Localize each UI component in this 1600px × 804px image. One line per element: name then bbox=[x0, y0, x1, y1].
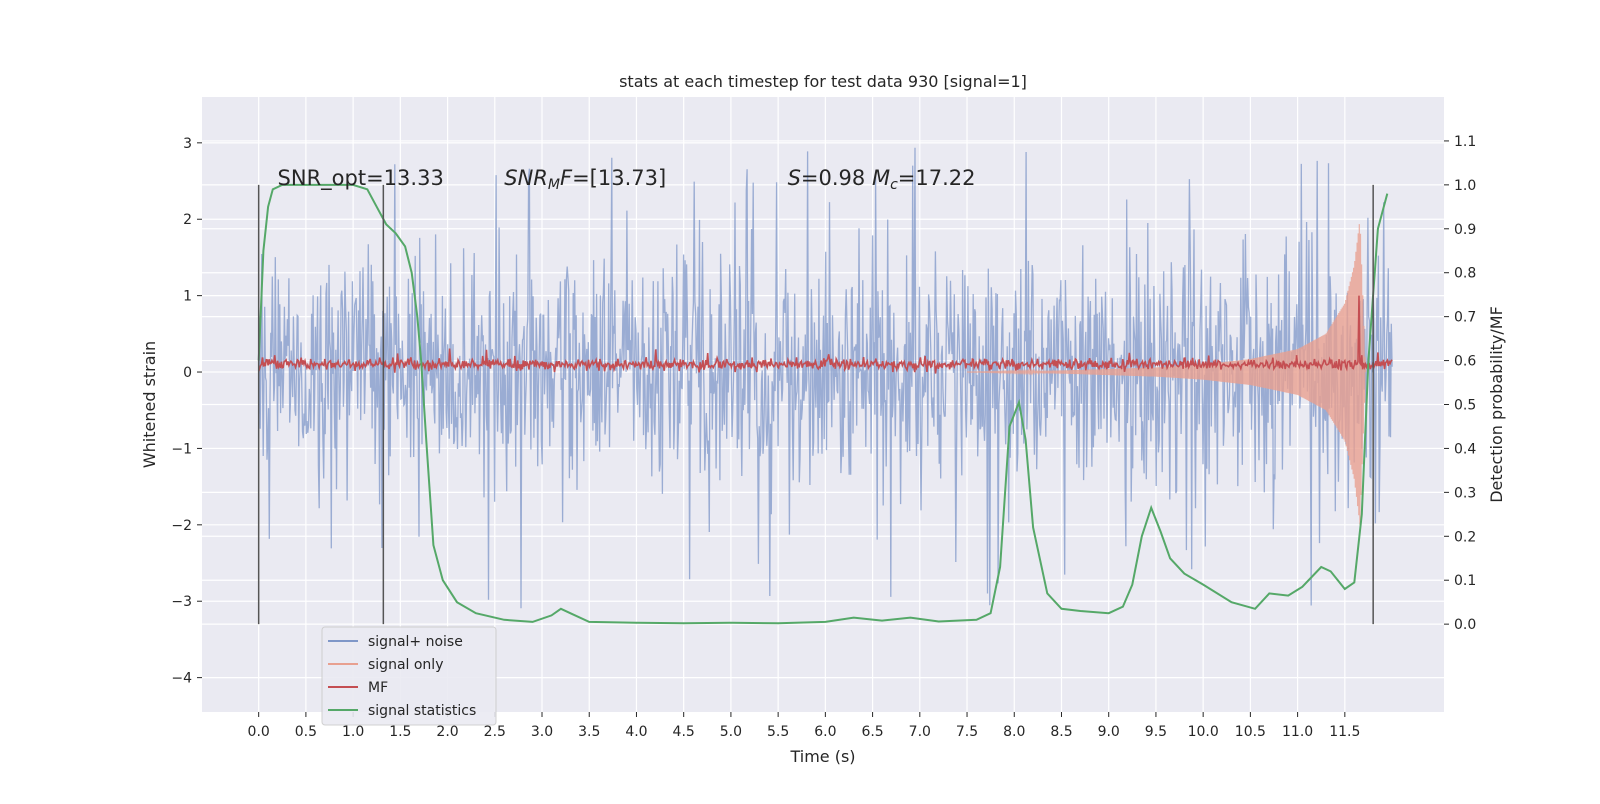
x-tick-label: 8.0 bbox=[1003, 724, 1025, 740]
annotation-part: =0.98 bbox=[801, 166, 872, 190]
annotations: SNR_opt=13.33 SNRMF=[13.73] S=0.98 Mc=17.2… bbox=[278, 166, 976, 193]
annotation-part: M bbox=[548, 176, 560, 192]
y-tick-label: 0 bbox=[183, 365, 192, 381]
y-tick-label: −3 bbox=[171, 594, 192, 610]
legend-label: MF bbox=[368, 680, 388, 696]
annotation-part: =[13.73] bbox=[572, 166, 666, 190]
legend-label: signal+ noise bbox=[368, 634, 463, 650]
x-tick-label: 10.5 bbox=[1235, 724, 1266, 740]
x-tick-label: 6.5 bbox=[861, 724, 883, 740]
x-tick-label: 1.5 bbox=[389, 724, 411, 740]
signal-noise-trace bbox=[258, 147, 1393, 609]
x-tick-label: 9.5 bbox=[1145, 724, 1167, 740]
annotation-part: c bbox=[890, 176, 898, 192]
y2-tick-label: 1.0 bbox=[1454, 178, 1476, 194]
y-tick-label: −1 bbox=[171, 441, 192, 457]
x-tick-label: 5.5 bbox=[767, 724, 789, 740]
annotation-text: SNR_opt=13.33 bbox=[278, 166, 444, 191]
y2-tick-label: 0.8 bbox=[1454, 266, 1476, 282]
legend-label: signal only bbox=[368, 657, 443, 673]
vertical-markers bbox=[257, 184, 1374, 625]
x-tick-label: 5.0 bbox=[720, 724, 742, 740]
series-signal-only bbox=[967, 224, 1367, 525]
legend: signal+ noise signal only MF signal statist… bbox=[321, 626, 497, 726]
y2-tick-label: 0.1 bbox=[1454, 573, 1476, 589]
legend-box bbox=[321, 626, 497, 726]
x-tick-label: 8.5 bbox=[1050, 724, 1072, 740]
series-signal-noise bbox=[258, 147, 1393, 609]
y-tick-label: −2 bbox=[171, 518, 192, 534]
legend-label: signal statistics bbox=[368, 703, 476, 719]
y-tick-label: 1 bbox=[183, 289, 192, 305]
x-tick-label: 7.0 bbox=[909, 724, 931, 740]
x-tick-label: 10.0 bbox=[1188, 724, 1219, 740]
x-tick-label: 2.0 bbox=[436, 724, 458, 740]
annotation-text: SNRMF=[13.73] bbox=[504, 166, 666, 193]
annotation-part: =17.22 bbox=[898, 166, 976, 190]
x-tick-label: 6.0 bbox=[814, 724, 836, 740]
x-axis-label: Time (s) bbox=[789, 747, 855, 766]
x-tick-label: 1.0 bbox=[342, 724, 364, 740]
signal-statistics-line bbox=[257, 183, 1389, 625]
x-tick-label: 9.0 bbox=[1098, 724, 1120, 740]
x-tick-label: 3.5 bbox=[578, 724, 600, 740]
x-tick-label: 4.5 bbox=[673, 724, 695, 740]
mf-trace bbox=[257, 295, 1393, 374]
y2-tick-label: 0.4 bbox=[1454, 441, 1476, 457]
x-tick-label: 2.5 bbox=[484, 724, 506, 740]
axes: 0.0 0.5 1.0 1.5 2.0 2.5 3.0 3.5 4.0 4.5 5.0 5.5 6.0 6… bbox=[171, 134, 1476, 740]
y2-tick-label: 0.3 bbox=[1454, 485, 1476, 501]
y-tick-label: 2 bbox=[183, 212, 192, 228]
y2-tick-label: 0.2 bbox=[1454, 529, 1476, 545]
x-tick-label: 3.0 bbox=[531, 724, 553, 740]
y2-tick-label: 1.1 bbox=[1454, 134, 1476, 150]
x-tick-label: 0.5 bbox=[295, 724, 317, 740]
annotation-text: S=0.98 Mc=17.22 bbox=[788, 166, 976, 193]
x-tick-label: 11.5 bbox=[1329, 724, 1360, 740]
y2-tick-label: 0.0 bbox=[1454, 617, 1476, 633]
x-tick-label: 7.5 bbox=[956, 724, 978, 740]
signal-only-trace bbox=[967, 224, 1367, 525]
y-axis-label: Whitened strain bbox=[140, 341, 159, 468]
y2-axis-label: Detection probability/MF bbox=[1487, 306, 1506, 503]
y2-tick-label: 0.9 bbox=[1454, 222, 1476, 238]
series-signal-statistics bbox=[257, 183, 1389, 625]
series-layer bbox=[257, 147, 1393, 625]
annotation-part: F bbox=[560, 166, 573, 190]
x-tick-label: 11.0 bbox=[1282, 724, 1313, 740]
y2-tick-label: 0.7 bbox=[1454, 310, 1476, 326]
y2-tick-label: 0.6 bbox=[1454, 354, 1476, 370]
series-mf bbox=[257, 295, 1393, 374]
annotation-part: M bbox=[872, 166, 890, 190]
chart-title: stats at each timestep for test data 930… bbox=[619, 72, 1027, 91]
y-tick-label: 3 bbox=[183, 136, 192, 152]
annotation-part: S bbox=[788, 166, 801, 190]
annotation-part: SNR bbox=[504, 166, 548, 190]
x-tick-label: 4.0 bbox=[625, 724, 647, 740]
y-tick-label: −4 bbox=[171, 671, 192, 687]
x-tick-label: 0.0 bbox=[248, 724, 270, 740]
y2-tick-label: 0.5 bbox=[1454, 398, 1476, 414]
annotation-part: SNR_opt=13.33 bbox=[278, 166, 444, 191]
